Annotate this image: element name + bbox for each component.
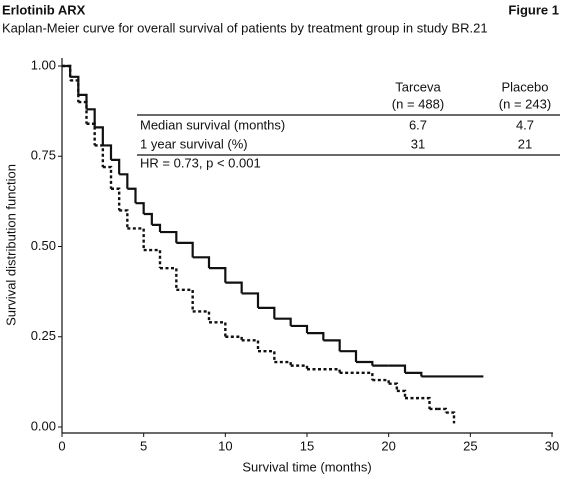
table-row-label: 1 year survival (%) xyxy=(140,136,248,151)
chart-title: Erlotinib ARX xyxy=(2,2,86,17)
survival-step xyxy=(372,378,390,384)
survival-step xyxy=(86,122,96,146)
table-cell: 31 xyxy=(411,136,425,151)
survival-step xyxy=(258,306,276,319)
survival-step xyxy=(388,382,399,391)
table-cell: 4.7 xyxy=(516,117,534,132)
survival-step xyxy=(225,335,243,341)
survival-step xyxy=(127,187,137,204)
chart-subtitle: Kaplan-Meier curve for overall survival … xyxy=(2,20,488,35)
survival-step xyxy=(102,144,113,160)
survival-step xyxy=(62,64,72,77)
survival-step xyxy=(119,173,129,189)
survival-step xyxy=(339,350,358,363)
survival-step xyxy=(209,321,227,337)
survival-step xyxy=(225,281,243,294)
survival-step xyxy=(241,339,260,352)
x-tick-label: 15 xyxy=(300,438,314,453)
survival-step xyxy=(396,389,407,399)
survival-step xyxy=(70,79,80,103)
x-tick-label: 5 xyxy=(140,438,147,453)
survival-step xyxy=(192,256,211,269)
survival-step xyxy=(78,93,88,110)
survival-step xyxy=(388,364,407,373)
y-axis-label: Survival distribution function xyxy=(3,164,18,326)
table-row-label: Median survival (months) xyxy=(140,117,285,132)
survival-step xyxy=(127,227,145,251)
x-tick-label: 30 xyxy=(545,438,559,453)
x-tick-label: 0 xyxy=(58,438,65,453)
survival-step xyxy=(143,212,153,225)
survival-step xyxy=(192,310,211,323)
survival-step xyxy=(78,100,88,124)
survival-step xyxy=(111,158,121,175)
survival-step xyxy=(274,360,292,366)
survival-step xyxy=(102,165,113,189)
survival-step xyxy=(62,64,72,81)
survival-step xyxy=(274,317,292,326)
table-cell: 21 xyxy=(518,136,532,151)
y-tick-label: 1.00 xyxy=(31,57,56,72)
survival-step xyxy=(135,202,145,215)
survival-step xyxy=(258,349,276,363)
survival-step xyxy=(290,324,309,334)
x-tick-label: 25 xyxy=(463,438,477,453)
survival-step xyxy=(356,360,374,366)
survival-step xyxy=(94,144,105,168)
survival-step xyxy=(241,292,260,308)
survival-step xyxy=(339,371,374,381)
survival-step xyxy=(405,371,423,377)
survival-step xyxy=(111,187,121,211)
survival-step xyxy=(176,288,194,312)
x-tick-label: 10 xyxy=(218,438,232,453)
survival-step xyxy=(176,241,194,258)
table-cell: 6.7 xyxy=(409,117,427,132)
y-tick-label: 0.00 xyxy=(31,418,56,433)
figure-label: Figure 1 xyxy=(508,2,559,17)
survival-step xyxy=(86,108,96,128)
table-note: HR = 0.73, p < 0.001 xyxy=(140,155,261,170)
survival-step xyxy=(119,209,129,229)
x-tick-label: 20 xyxy=(381,438,395,453)
survival-step xyxy=(160,266,178,290)
y-tick-label: 0.75 xyxy=(31,148,56,163)
y-tick-label: 0.50 xyxy=(31,238,56,253)
table-n: (n = 243) xyxy=(499,96,551,111)
survival-step xyxy=(307,332,325,341)
survival-step xyxy=(290,364,309,370)
survival-step xyxy=(421,396,431,409)
table-n: (n = 488) xyxy=(392,96,444,111)
survival-step xyxy=(151,223,162,233)
survival-step xyxy=(94,126,104,146)
survival-step xyxy=(209,267,227,283)
survival-step xyxy=(445,411,456,424)
survival-step xyxy=(437,407,448,413)
survival-step xyxy=(307,368,341,373)
x-axis-label: Survival time (months) xyxy=(242,459,371,474)
survival-step xyxy=(160,230,178,243)
survival-step xyxy=(143,248,162,269)
table-header: Tarceva xyxy=(395,79,441,94)
y-tick-label: 0.25 xyxy=(31,328,56,343)
survival-step xyxy=(323,339,341,352)
table-header: Placebo xyxy=(502,79,549,94)
